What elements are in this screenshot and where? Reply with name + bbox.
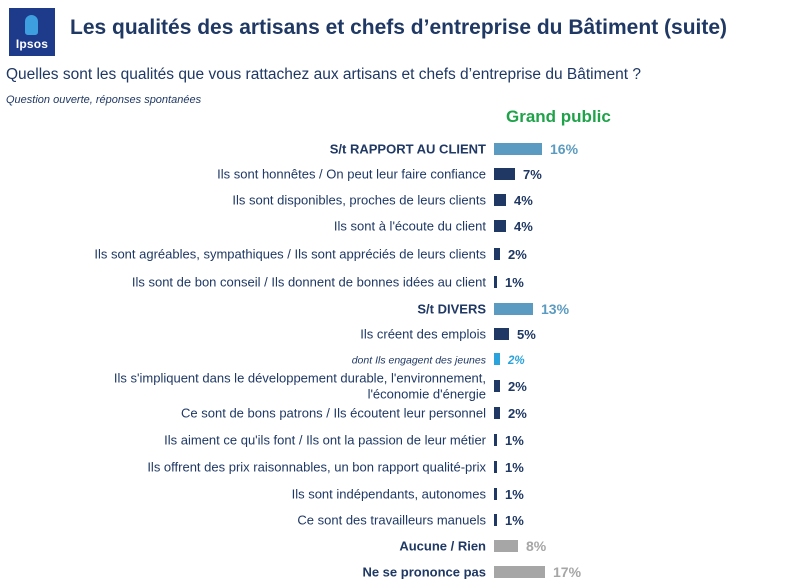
- value-label: 2%: [507, 355, 525, 367]
- category-label: Ils sont à l'écoute du client: [334, 219, 486, 234]
- bar: [494, 461, 497, 473]
- bar: [494, 220, 506, 232]
- value-label: 5%: [517, 327, 536, 342]
- category-label: S/t RAPPORT AU CLIENT: [330, 142, 486, 157]
- value-label: 1%: [505, 513, 524, 528]
- category-label: S/t DIVERS: [417, 302, 486, 317]
- bar-row: dont Ils engagent des jeunes 2%: [352, 353, 525, 367]
- value-label: 8%: [526, 538, 547, 554]
- bar-row: Ils sont agréables, sympathiques / Ils s…: [94, 247, 527, 263]
- value-label: 17%: [553, 564, 582, 580]
- bar-row: Ils aiment ce qu'ils font / Ils ont la p…: [164, 433, 524, 449]
- bar: [494, 540, 518, 552]
- bar-row: S/t DIVERS 13%: [417, 301, 569, 317]
- bar: [494, 194, 506, 206]
- category-label: Ce sont de bons patrons / Ils écoutent l…: [181, 406, 486, 421]
- bar-row: Ils sont de bon conseil / Ils donnent de…: [132, 275, 524, 291]
- category-label: Aucune / Rien: [399, 539, 486, 554]
- category-label: Ils sont agréables, sympathiques / Ils s…: [94, 247, 486, 262]
- value-label: 4%: [514, 219, 533, 234]
- category-label: Ils sont honnêtes / On peut leur faire c…: [217, 167, 486, 182]
- value-label: 2%: [508, 247, 527, 262]
- bar: [494, 407, 500, 419]
- bar: [494, 566, 545, 578]
- category-label: Ils sont disponibles, proches de leurs c…: [232, 193, 486, 208]
- bar: [494, 434, 497, 446]
- bar: [494, 380, 500, 392]
- value-label: 2%: [508, 379, 527, 394]
- value-label: 1%: [505, 433, 524, 448]
- bar-row: Ils sont disponibles, proches de leurs c…: [232, 193, 533, 209]
- category-label: Ils sont indépendants, autonomes: [292, 487, 487, 502]
- bar: [494, 168, 515, 180]
- category-label: Ce sont des travailleurs manuels: [297, 513, 486, 528]
- question-subtitle: Question ouverte, réponses spontanées: [6, 94, 202, 106]
- page-title: Les qualités des artisans et chefs d’ent…: [70, 16, 728, 39]
- bar-row: Ce sont des travailleurs manuels 1%: [297, 513, 524, 529]
- bar-row: Ils créent des emplois 5%: [360, 327, 536, 343]
- bar-row: Ils s'impliquent dans le développement d…: [114, 371, 527, 402]
- value-label: 7%: [523, 167, 542, 182]
- bar: [494, 488, 497, 500]
- bar-row: Ils offrent des prix raisonnables, un bo…: [147, 460, 524, 476]
- value-label: 13%: [541, 301, 570, 317]
- category-label: Ils s'impliquent dans le développement d…: [114, 371, 486, 402]
- bar: [494, 303, 533, 315]
- value-label: 16%: [550, 141, 579, 157]
- category-label: Ne se prononce pas: [362, 565, 486, 580]
- bar-row: Ils sont indépendants, autonomes 1%: [292, 487, 525, 503]
- bar-row: Ils sont honnêtes / On peut leur faire c…: [217, 167, 542, 183]
- value-label: 1%: [505, 275, 524, 290]
- category-label: Ils offrent des prix raisonnables, un bo…: [147, 460, 486, 475]
- bar: [494, 353, 500, 365]
- category-label: Ils aiment ce qu'ils font / Ils ont la p…: [164, 433, 487, 448]
- value-label: 1%: [505, 460, 524, 475]
- ipsos-logo: Ipsos: [9, 8, 55, 56]
- category-label: Ils créent des emplois: [360, 327, 486, 342]
- ipsos-logo-mark: [25, 15, 38, 35]
- bar: [494, 248, 500, 260]
- bar: [494, 276, 497, 288]
- bar-row: S/t RAPPORT AU CLIENT 16%: [330, 141, 579, 157]
- value-label: 4%: [514, 193, 533, 208]
- category-label: dont Ils engagent des jeunes: [352, 355, 487, 367]
- category-label: Ils sont de bon conseil / Ils donnent de…: [132, 275, 487, 290]
- bar: [494, 143, 542, 155]
- ipsos-logo-text: Ipsos: [15, 37, 49, 51]
- bar-row: Aucune / Rien 8%: [399, 538, 546, 554]
- bar-row: Ce sont de bons patrons / Ils écoutent l…: [181, 406, 527, 422]
- value-label: 1%: [505, 487, 524, 502]
- bar: [494, 514, 497, 526]
- survey-question: Quelles sont les qualités que vous ratta…: [6, 66, 641, 83]
- bar: [494, 328, 509, 340]
- series-header: Grand public: [506, 107, 611, 126]
- bar-row: Ils sont à l'écoute du client 4%: [334, 219, 533, 235]
- value-label: 2%: [508, 406, 527, 421]
- bar-row: Ne se prononce pas 17%: [362, 564, 581, 580]
